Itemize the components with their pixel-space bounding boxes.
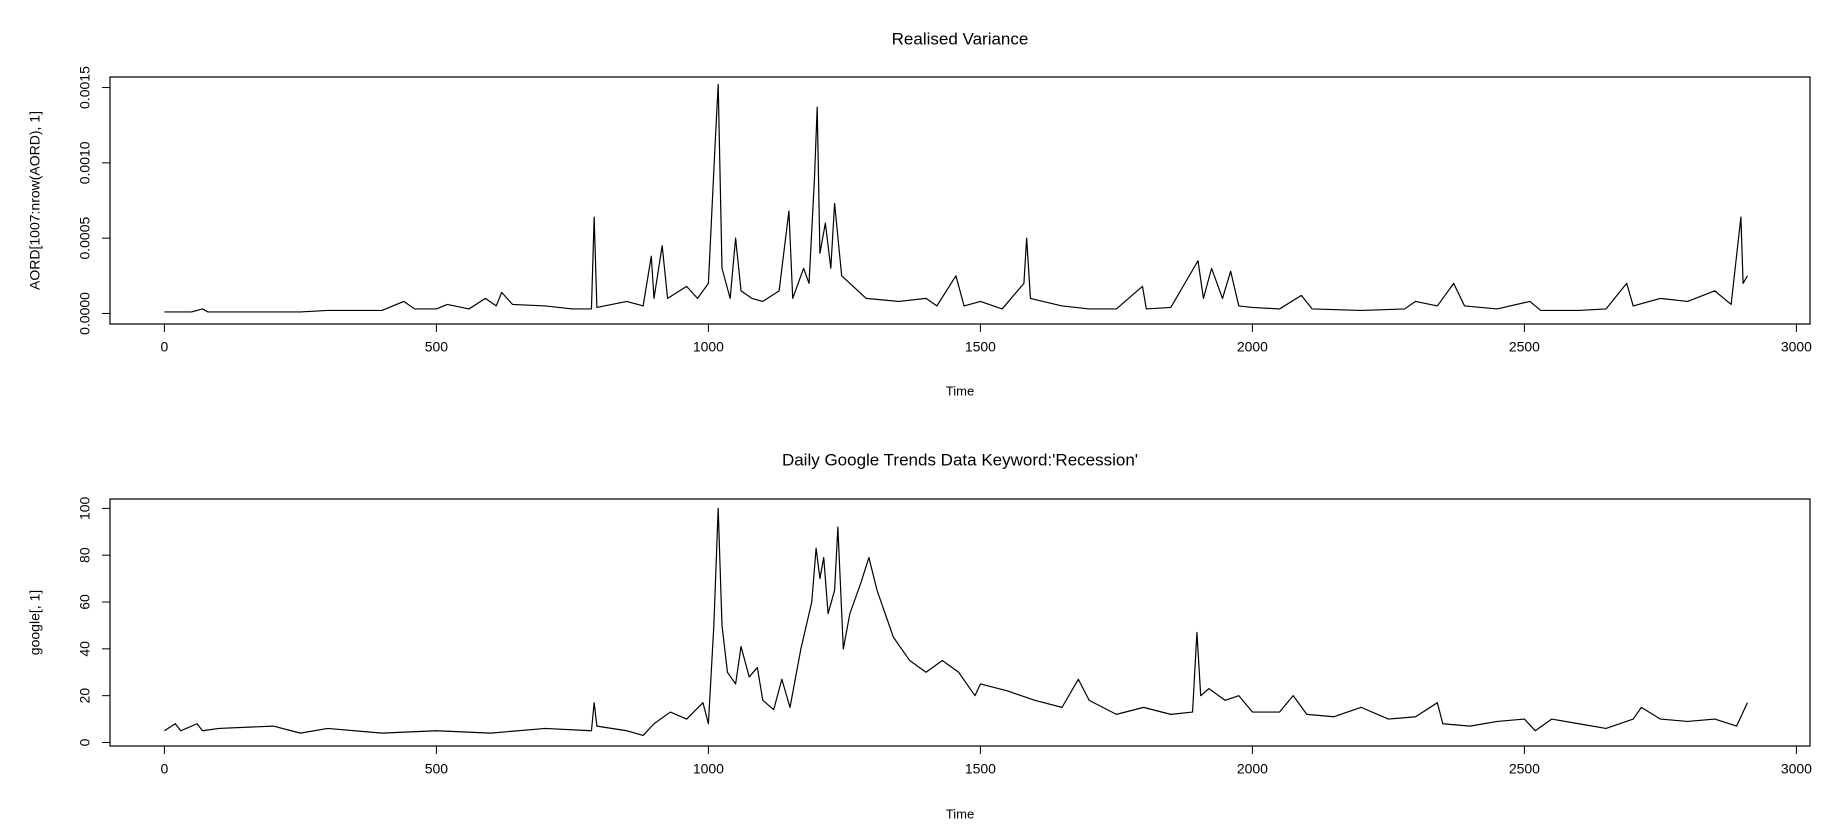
y-tick-label: 20 xyxy=(77,688,93,704)
data-line xyxy=(164,507,1748,737)
chart-title: Daily Google Trends Data Keyword:'Recess… xyxy=(782,450,1138,469)
x-tick-label: 1500 xyxy=(965,339,996,355)
x-tick-label: 1000 xyxy=(693,761,724,777)
x-tick-label: 2000 xyxy=(1237,761,1268,777)
y-tick-label: 40 xyxy=(77,641,93,657)
plot-frame xyxy=(109,76,1811,325)
y-tick-label: 0.0000 xyxy=(77,292,93,335)
y-axis-label: AORD[1007:nrow(AORD), 1] xyxy=(27,111,43,290)
x-axis-label: Time xyxy=(946,806,974,821)
x-tick-label: 1000 xyxy=(693,339,724,355)
x-tick-label: 500 xyxy=(425,761,449,777)
data-line xyxy=(164,83,1748,313)
y-axis-label: google[, 1] xyxy=(27,590,43,655)
x-tick-label: 0 xyxy=(161,761,169,777)
x-tick-label: 2500 xyxy=(1509,761,1540,777)
plot-frame xyxy=(109,498,1811,747)
y-tick-label: 0 xyxy=(77,738,93,746)
x-tick-label: 3000 xyxy=(1781,339,1812,355)
x-axis-label: Time xyxy=(946,383,974,398)
x-tick-label: 3000 xyxy=(1781,761,1812,777)
y-tick-label: 80 xyxy=(77,547,93,563)
y-tick-label: 100 xyxy=(77,496,93,520)
x-tick-label: 2500 xyxy=(1509,339,1540,355)
x-tick-label: 0 xyxy=(161,339,169,355)
x-tick-label: 500 xyxy=(425,339,449,355)
y-tick-label: 0.0005 xyxy=(77,217,93,260)
y-tick-label: 60 xyxy=(77,594,93,610)
x-tick-label: 1500 xyxy=(965,761,996,777)
chart-title: Realised Variance xyxy=(892,29,1029,48)
y-tick-label: 0.0010 xyxy=(77,141,93,184)
x-tick-label: 2000 xyxy=(1237,339,1268,355)
y-tick-label: 0.0015 xyxy=(77,66,93,109)
